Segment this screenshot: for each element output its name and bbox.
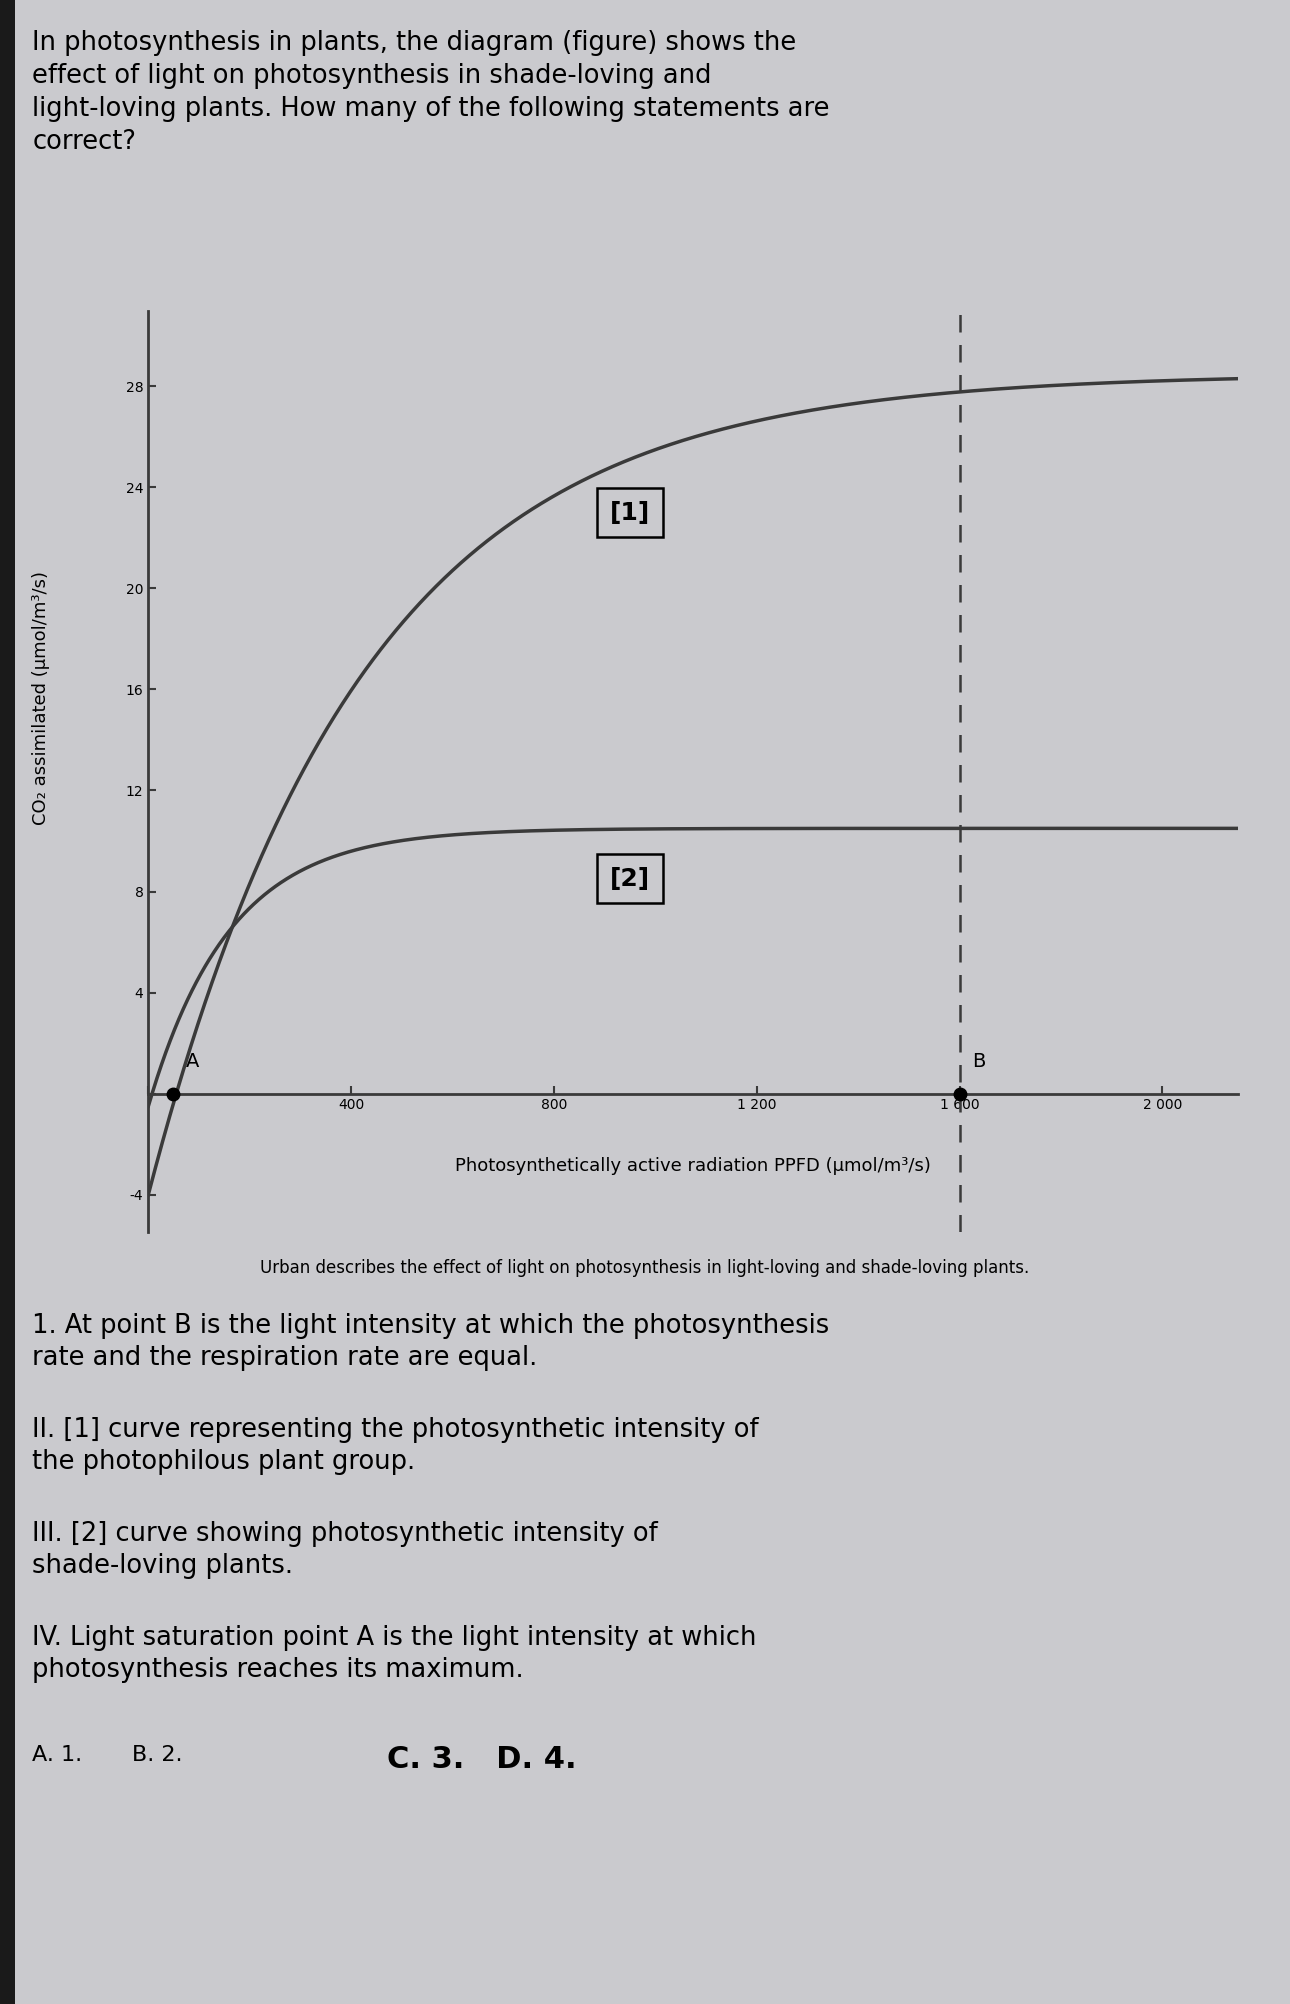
Text: [2]: [2]	[610, 868, 650, 892]
Text: Urban describes the effect of light on photosynthesis in light-loving and shade-: Urban describes the effect of light on p…	[261, 1259, 1029, 1277]
Text: B: B	[973, 1052, 986, 1070]
Y-axis label: CO₂ assimilated (μmol/m³/s): CO₂ assimilated (μmol/m³/s)	[32, 571, 50, 826]
Text: A: A	[186, 1052, 199, 1070]
Text: In photosynthesis in plants, the diagram (figure) shows the
effect of light on p: In photosynthesis in plants, the diagram…	[32, 30, 829, 154]
Text: II. [1] curve representing the photosynthetic intensity of
the photophilous plan: II. [1] curve representing the photosynt…	[32, 1417, 759, 1475]
Text: [1]: [1]	[610, 501, 650, 525]
Text: C. 3.   D. 4.: C. 3. D. 4.	[387, 1745, 577, 1774]
Text: III. [2] curve showing photosynthetic intensity of
shade-loving plants.: III. [2] curve showing photosynthetic in…	[32, 1521, 658, 1579]
X-axis label: Photosynthetically active radiation PPFD (μmol/m³/s): Photosynthetically active radiation PPFD…	[455, 1156, 931, 1174]
Text: IV. Light saturation point A is the light intensity at which
photosynthesis reac: IV. Light saturation point A is the ligh…	[32, 1625, 757, 1683]
Text: A. 1.       B. 2.: A. 1. B. 2.	[32, 1745, 183, 1766]
Text: 1. At point B is the light intensity at which the photosynthesis
rate and the re: 1. At point B is the light intensity at …	[32, 1313, 829, 1371]
